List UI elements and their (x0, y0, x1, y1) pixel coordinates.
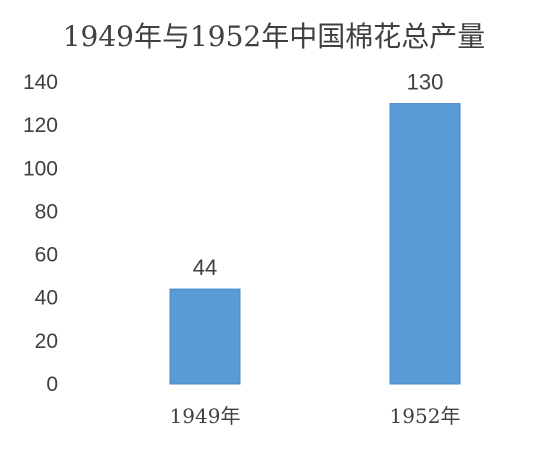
x-tick-label: 1949年 (170, 404, 241, 428)
y-tick-label: 0 (46, 373, 58, 396)
y-tick-label: 80 (35, 200, 58, 223)
y-tick-label: 40 (35, 287, 58, 310)
bar (169, 288, 241, 385)
chart-title: 1949年与1952年中国棉花总产量 (63, 20, 486, 53)
y-tick-label: 140 (23, 71, 58, 94)
bar (389, 103, 461, 385)
y-tick-label: 60 (35, 244, 58, 267)
x-axis: 1949年 1952年 (170, 404, 461, 428)
x-tick-label: 1952年 (390, 404, 461, 428)
y-tick-label: 120 (23, 114, 58, 137)
data-labels: 44 130 (193, 70, 444, 281)
y-tick-label: 20 (35, 330, 58, 353)
y-axis: 0 20 40 60 80 100 120 140 (23, 71, 58, 396)
data-label: 44 (193, 255, 217, 280)
y-tick-label: 100 (23, 157, 58, 180)
data-label: 130 (407, 70, 444, 95)
bars (169, 103, 461, 385)
